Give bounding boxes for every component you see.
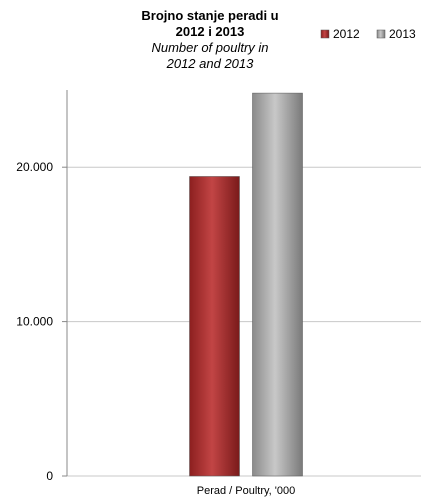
bar-2013 [252,92,303,477]
y-tick-label: 10.000 [16,315,53,329]
legend-swatch-2012 [320,29,330,39]
bar-2012 [189,176,240,477]
chart-subtitle-line-1: Number of poultry in [151,40,268,55]
category-label: Perad / Poultry, '000 [197,485,296,497]
chart-title-line-1: Brojno stanje peradi u [141,8,278,23]
y-tick-label: 20.000 [16,160,53,174]
legend-label-2013: 2013 [389,27,416,41]
chart-subtitle-line-2: 2012 and 2013 [166,56,255,71]
chart-title: Brojno stanje peradi u 2012 i 2013 Numbe… [141,8,278,71]
legend-label-2012: 2012 [333,27,360,41]
gridlines [67,166,421,477]
y-axis-ticks: 0 10.000 20.000 [16,160,67,483]
legend-swatch-2013 [376,29,386,39]
chart-title-line-2: 2012 i 2013 [176,24,245,39]
bars [189,92,303,477]
y-tick-label: 0 [46,469,53,483]
legend: 2012 2013 [320,27,416,41]
